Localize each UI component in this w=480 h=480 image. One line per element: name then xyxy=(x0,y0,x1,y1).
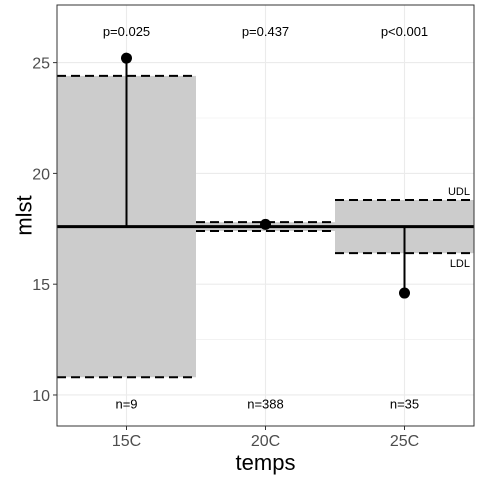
p-value-label-25C: p<0.001 xyxy=(381,24,428,39)
point-25C xyxy=(399,287,410,299)
n-label-15C: n=9 xyxy=(115,396,137,411)
x-tick-label: 20C xyxy=(251,433,280,450)
y-tick-label: 25 xyxy=(32,56,50,73)
x-tick-label: 15C xyxy=(112,433,141,450)
p-value-label-20C: p=0.437 xyxy=(242,24,289,39)
p-value-label-15C: p=0.025 xyxy=(103,24,150,39)
ldl-label: LDL xyxy=(450,258,470,270)
x-axis-title: temps xyxy=(236,450,296,475)
point-15C xyxy=(121,52,132,64)
y-tick-label: 15 xyxy=(32,277,50,294)
udl-label: UDL xyxy=(448,186,470,198)
n-label-25C: n=35 xyxy=(390,396,419,411)
y-tick-label: 10 xyxy=(32,388,50,405)
y-axis-title: mlst xyxy=(12,195,37,235)
point-layer xyxy=(121,52,410,299)
point-20C xyxy=(260,218,271,230)
axis-layer: 10 15 20 25 15C 20C 25C xyxy=(32,56,419,450)
y-tick-label: 20 xyxy=(32,166,50,183)
x-tick-label: 25C xyxy=(390,433,419,450)
text-layer: p=0.025 n=9 p=0.437 n=388 p<0.001 n=35 UDL LDL xyxy=(103,24,470,411)
n-label-20C: n=388 xyxy=(247,396,284,411)
